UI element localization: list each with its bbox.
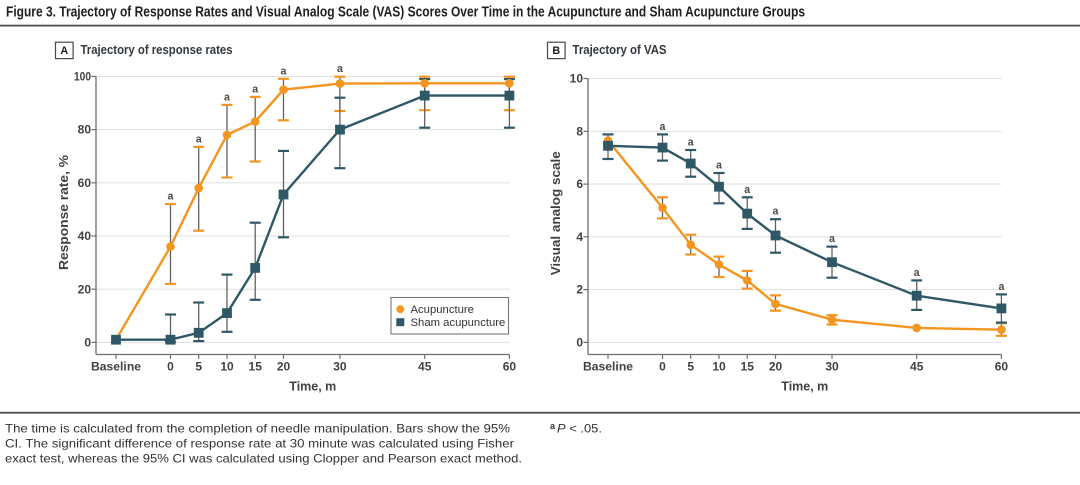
svg-text:P < .05.: P < .05. (557, 421, 602, 435)
svg-text:2: 2 (576, 283, 583, 297)
svg-text:60: 60 (503, 360, 517, 374)
svg-text:10: 10 (712, 360, 726, 374)
svg-text:20: 20 (78, 282, 92, 296)
svg-text:Acupuncture: Acupuncture (411, 304, 474, 316)
svg-text:45: 45 (418, 360, 432, 374)
svg-text:a: a (744, 184, 750, 196)
svg-text:4: 4 (576, 230, 583, 244)
svg-text:Response rate, %: Response rate, % (56, 155, 71, 270)
svg-text:Baseline: Baseline (91, 360, 141, 374)
svg-text:CI. The significant difference: CI. The significant difference of respon… (5, 437, 514, 451)
svg-text:A: A (60, 45, 68, 57)
svg-text:5: 5 (687, 360, 694, 374)
svg-text:Visual analog scale: Visual analog scale (548, 151, 563, 275)
svg-text:a: a (168, 191, 174, 203)
svg-text:a: a (716, 160, 722, 172)
svg-text:6: 6 (576, 177, 583, 191)
svg-text:20: 20 (769, 360, 783, 374)
svg-text:30: 30 (825, 360, 839, 374)
svg-text:10: 10 (220, 360, 234, 374)
svg-text:Trajectory of response rates: Trajectory of response rates (81, 43, 233, 57)
svg-text:a: a (550, 421, 556, 431)
svg-text:45: 45 (910, 360, 924, 374)
svg-text:0: 0 (167, 360, 174, 374)
svg-text:60: 60 (995, 360, 1009, 374)
svg-text:Time, m: Time, m (781, 379, 828, 393)
svg-text:15: 15 (249, 360, 263, 374)
svg-text:a: a (224, 91, 230, 103)
svg-text:40: 40 (78, 229, 92, 243)
svg-text:a: a (660, 121, 666, 133)
svg-text:a: a (998, 281, 1004, 293)
svg-text:a: a (829, 233, 835, 245)
svg-text:20: 20 (277, 360, 291, 374)
svg-text:Figure 3. Trajectory of Respon: Figure 3. Trajectory of Response Rates a… (6, 4, 805, 21)
svg-text:Sham acupuncture: Sham acupuncture (411, 317, 506, 329)
svg-text:Time, m: Time, m (289, 379, 336, 393)
svg-text:B: B (552, 45, 560, 57)
svg-text:a: a (773, 206, 779, 218)
svg-text:5: 5 (195, 360, 202, 374)
svg-text:a: a (337, 63, 343, 75)
svg-text:100: 100 (74, 70, 91, 84)
svg-text:The time is calculated from th: The time is calculated from the completi… (5, 421, 510, 435)
svg-text:a: a (688, 137, 694, 149)
svg-text:Trajectory of VAS: Trajectory of VAS (573, 43, 667, 57)
svg-text:0: 0 (659, 360, 666, 374)
svg-text:60: 60 (78, 176, 92, 190)
svg-text:0: 0 (576, 336, 583, 350)
svg-text:a: a (196, 133, 202, 145)
svg-text:30: 30 (333, 360, 347, 374)
svg-text:a: a (914, 267, 920, 279)
svg-text:15: 15 (741, 360, 755, 374)
svg-text:0: 0 (84, 336, 91, 350)
svg-text:Baseline: Baseline (583, 360, 633, 374)
svg-text:8: 8 (576, 124, 583, 138)
svg-text:a: a (252, 83, 258, 95)
svg-text:10: 10 (570, 72, 584, 86)
svg-text:exact test, whereas the 95% CI: exact test, whereas the 95% CI was calcu… (5, 452, 522, 466)
svg-text:80: 80 (78, 123, 92, 137)
svg-text:a: a (281, 65, 287, 77)
